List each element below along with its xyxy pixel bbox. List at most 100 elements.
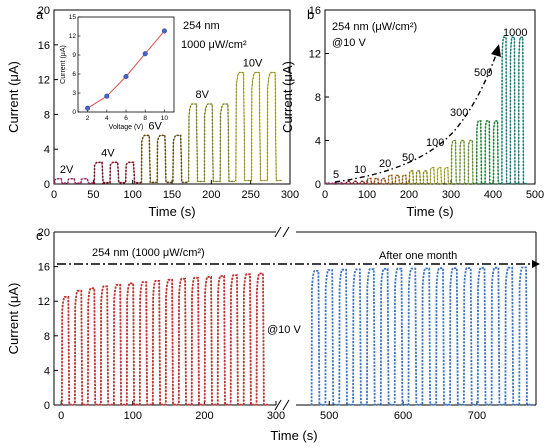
panel-b-x-tick-label: 0 [322,189,328,201]
panel-a-voltage-label: 10V [243,58,263,70]
panel-a-inset-y-axis-label: Current (μA) [60,45,67,84]
panel-a-y-tick-label: 8 [44,109,50,121]
panel-a-voltage-label: 4V [101,147,115,159]
panel-b-series-core [501,37,527,184]
panel-c-y-tick-label: 20 [38,227,50,239]
panel-a-x-tick-label: 50 [87,189,99,201]
panel-b-y-tick-label: 12 [309,49,321,61]
panel-b-y-tick-label: 0 [315,179,321,191]
panel-a-series-core-6V [140,135,188,183]
panel-c-label: c [36,228,43,243]
panel-b-trend-arrow [334,51,498,183]
panel-a-inset-x-axis-label: Voltage (V) [109,124,144,131]
panel-a-inset-y-tick-label: 6 [72,71,76,78]
panel-a-inset-point [104,93,110,99]
panel-a-y-axis-label: Current (μA) [6,61,21,133]
panel-c-x-tick-label: 100 [124,410,142,422]
panel-b-series-core [346,181,367,184]
panel-a-inset-y-tick-label: 3 [72,90,76,97]
panel-b-intensity-label: 500 [474,67,492,79]
panel-a-inset-x-tick-label: 6 [124,115,128,122]
panel-b-series-core [476,120,502,184]
panel-c-axis-break-mark [282,226,290,238]
panel-b-y-tick-label: 16 [309,5,321,17]
panel-a-series-10V [234,71,283,182]
panel-c-x-tick-label: 500 [320,410,338,422]
panel-a-series-core-8V [187,103,235,182]
panel-a-inset-point [85,105,91,111]
panel-b-x-tick-label: 400 [484,189,502,201]
panel-b-x-tick-label: 200 [400,189,418,201]
panel-c-x-axis-label: Time (s) [270,428,317,443]
panel-b-label: b [307,7,314,22]
panel-a-intensity-annotation: 1000 μW/cm² [181,39,247,51]
panel-a-y-tick-label: 20 [38,5,50,17]
panel-b-series-core [325,182,346,184]
panel-a-series-core-4V [93,162,141,183]
panel-c-reference-arrowhead [532,260,540,269]
panel-b-y-tick-label: 8 [315,92,321,104]
panel-b-x-tick-label: 100 [358,189,376,201]
panel-c-y-tick-label: 12 [38,296,50,308]
panel-a-y-tick-label: 4 [44,144,50,156]
panel-a-inset-x-tick-label: 8 [143,115,147,122]
panel-c-x-tick-label: 0 [58,410,64,422]
panel-c-y-tick-label: 0 [44,400,50,412]
panel-b-series-core [409,170,430,184]
panel-b-series-core [451,140,477,184]
panel-a-inset-point [142,51,148,57]
panel-b-intensity-label: 20 [379,158,391,170]
panel-a-inset-x-tick-label: 10 [161,115,169,122]
panel-a-x-tick-label: 200 [202,189,220,201]
panel-c-x-tick-label: 700 [468,410,486,422]
panel-a-inset-x-tick-label: 4 [105,115,109,122]
panel-b-series-core [388,175,409,184]
panel-c-x-tick-label: 200 [195,410,213,422]
panel-b-intensity-label: 300 [450,107,468,119]
panel-c-axis-break-mark [274,399,282,411]
panel-c-axis-break-mark [274,226,282,238]
panel-a-label: a [36,7,44,22]
panel-a-x-axis-label: Time (s) [148,204,195,219]
panel-a-y-tick-label: 12 [38,75,50,87]
panel-b-trend-arrowhead [491,44,501,57]
panel-b-y-axis-label: Current (μA) [280,61,295,133]
panel-a-inset-y-tick-label: 12 [69,33,77,40]
panel-c-y-tick-label: 4 [44,365,50,377]
panel-b-x-tick-label: 500 [526,189,544,201]
panel-b-x-axis-label: Time (s) [406,204,453,219]
panel-c-bias-annotation: @10 V [267,324,301,336]
panel-b-intensity-label: 1000 [503,27,527,39]
panel-c-aging-annotation: After one month [379,250,457,262]
panel-b-bias-annotation: @10 V [332,37,366,49]
panel-a-series-8V [187,103,235,183]
panel-a-inset-point [123,73,129,80]
panel-a-series-4V [93,161,141,184]
panel-a-x-tick-label: 300 [281,189,299,201]
panel-c-y-tick-label: 8 [44,331,50,343]
panel-b-series-core [367,178,388,184]
panel-c-series-1 [310,266,533,406]
panel-a-inset-y-tick-label: 15 [69,14,77,21]
panel-a-voltage-label: 6V [148,120,162,132]
panel-b-wavelength-annotation: 254 nm (μW/cm²) [332,21,417,33]
panel-b-intensity-label: 10 [354,164,366,176]
panel-a-y-tick-label: 16 [38,40,50,52]
panel-c-x-tick-label: 600 [394,410,412,422]
panel-b-intensity-label: 100 [426,137,444,149]
panel-a-x-tick-label: 100 [123,189,141,201]
panel-a-inset-point [161,28,167,34]
panel-c-wavelength-annotation: 254 nm (1000 μW/cm²) [92,247,205,259]
panel-c-series-core [61,273,269,405]
panel-a-inset-x-tick-label: 2 [86,115,90,122]
panel-c-x-tick-label: 300 [267,410,285,422]
panel-a-voltage-label: 2V [60,164,74,176]
panel-b-y-tick-label: 4 [315,136,321,148]
panel-b-series-core [430,167,451,184]
panel-a-x-tick-label: 150 [163,189,181,201]
panel-b-intensity-label: 5 [333,169,339,181]
panel-a-series-core-2V [54,178,94,184]
panel-a-series-core-10V [234,72,283,181]
panel-a-x-tick-label: 250 [241,189,259,201]
